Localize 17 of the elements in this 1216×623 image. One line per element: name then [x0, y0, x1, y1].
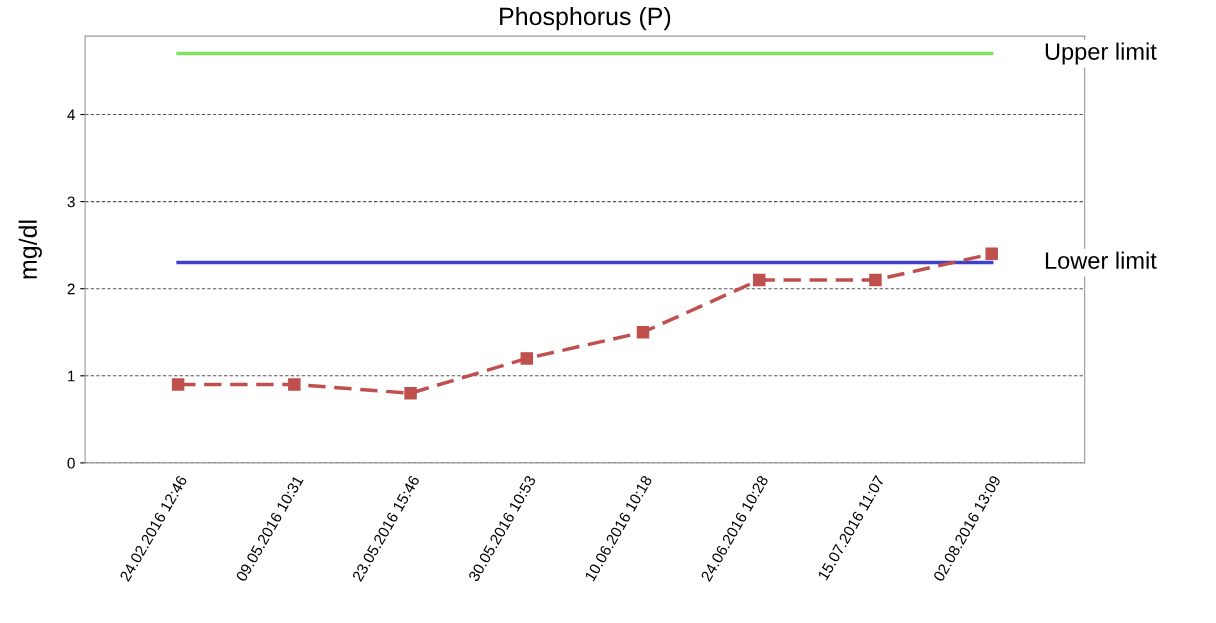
chart-title: Phosphorus (P) [500, 6, 671, 31]
y-tick-label: 2 [67, 283, 75, 295]
point [404, 386, 417, 400]
y-tick-label: 0 [67, 457, 75, 469]
y-tick-label: 1 [68, 370, 75, 382]
point [520, 352, 534, 365]
y-tick-label: 3 [67, 196, 75, 208]
point [288, 378, 301, 391]
ref-line-label: Upper limit [1045, 42, 1157, 65]
point [171, 378, 185, 391]
point [869, 273, 882, 287]
point [636, 325, 650, 339]
y-axis-title: mg/dl [18, 220, 42, 279]
ref-line-label: Lower limit [1045, 251, 1157, 269]
y-tick-label: 4 [67, 109, 75, 121]
point [985, 247, 998, 261]
point [752, 273, 766, 287]
